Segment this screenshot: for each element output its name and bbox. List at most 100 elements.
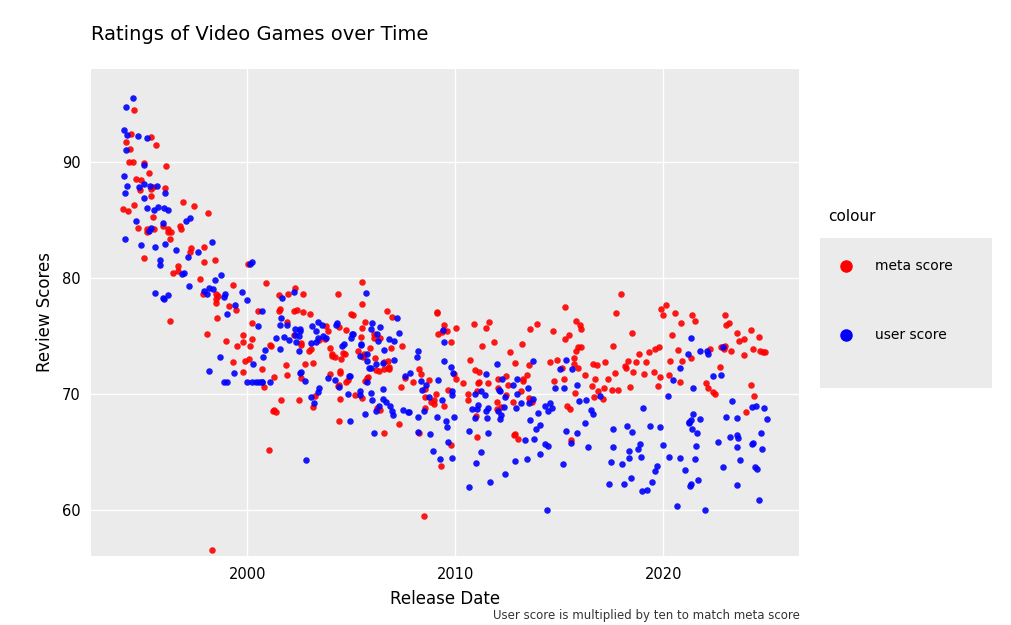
user score (444, 386, 460, 396)
meta score (428, 389, 444, 399)
user score (681, 481, 698, 491)
meta score (571, 320, 587, 330)
user score (389, 313, 405, 323)
user score (421, 392, 437, 402)
Text: Ratings of Video Games over Time: Ratings of Video Games over Time (91, 25, 428, 44)
meta score (254, 364, 270, 374)
meta score (285, 306, 301, 316)
user score (151, 202, 167, 212)
meta score (353, 393, 369, 403)
user score (479, 403, 495, 413)
user score (385, 336, 401, 346)
meta score (736, 334, 752, 344)
meta score (548, 356, 564, 366)
user score (715, 462, 731, 472)
meta score (235, 329, 251, 339)
user score (684, 383, 701, 393)
meta score (383, 312, 399, 322)
user score (155, 218, 171, 228)
meta score (567, 346, 583, 356)
user score (292, 326, 308, 336)
meta score (295, 289, 311, 299)
meta score (488, 398, 504, 408)
user score (438, 416, 454, 426)
user score (272, 320, 288, 330)
user score (217, 289, 234, 299)
meta score (459, 395, 475, 405)
meta score (240, 259, 256, 269)
user score (352, 351, 368, 361)
meta score (434, 327, 450, 337)
user score (728, 429, 744, 439)
user score (688, 475, 705, 485)
user score (255, 352, 271, 362)
user score (507, 456, 523, 466)
meta score (194, 289, 210, 299)
meta score (371, 333, 387, 343)
user score (747, 401, 763, 411)
user score (353, 339, 369, 349)
user score (363, 388, 379, 398)
meta score (196, 242, 212, 252)
user score (213, 270, 229, 280)
meta score (657, 300, 673, 310)
meta score (121, 144, 137, 154)
user score (358, 288, 374, 298)
user score (538, 505, 554, 515)
user score (363, 394, 379, 404)
meta score (588, 386, 605, 396)
meta score (522, 396, 538, 406)
meta score (380, 363, 396, 373)
user score (743, 439, 759, 449)
user score (286, 324, 302, 334)
user score (135, 160, 152, 170)
meta score (454, 378, 470, 388)
meta score (744, 344, 760, 354)
meta score (206, 256, 222, 266)
meta score (510, 434, 526, 444)
user score (309, 332, 326, 342)
user score (384, 411, 400, 421)
user score (141, 226, 157, 236)
meta score (466, 365, 482, 375)
meta score (666, 308, 682, 318)
meta score (545, 376, 561, 386)
meta score (585, 392, 602, 402)
user score (682, 415, 699, 425)
meta score (742, 325, 758, 335)
user score (493, 374, 510, 384)
meta score (604, 341, 620, 351)
meta score (366, 329, 382, 339)
meta score (586, 374, 603, 384)
user score (124, 92, 141, 103)
Text: User score is multiplied by ten to match meta score: User score is multiplied by ten to match… (492, 609, 799, 622)
meta score (191, 274, 207, 284)
user score (648, 461, 664, 471)
user score (303, 338, 319, 348)
meta score (706, 389, 722, 399)
user score (521, 398, 537, 408)
user score (358, 378, 374, 388)
user score (413, 386, 430, 396)
meta score (620, 356, 636, 366)
user score (248, 377, 264, 387)
meta score (266, 406, 282, 416)
user score (127, 216, 144, 226)
user score (446, 412, 462, 422)
meta score (338, 325, 354, 335)
meta score (340, 374, 356, 384)
meta score (423, 398, 439, 408)
user score (568, 380, 584, 390)
user score (147, 242, 163, 252)
meta score (288, 305, 304, 315)
meta score (416, 511, 432, 521)
meta score (265, 372, 281, 382)
user score (488, 359, 504, 369)
meta score (671, 378, 687, 388)
user score (381, 401, 397, 411)
meta score (672, 318, 688, 328)
user score (204, 238, 220, 248)
meta score (343, 309, 359, 319)
user score (705, 371, 721, 381)
user score (564, 364, 580, 374)
